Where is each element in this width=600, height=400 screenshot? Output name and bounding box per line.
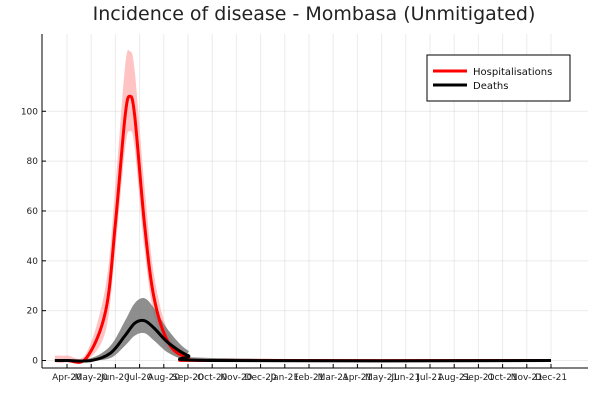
x-tick-label: Oct-21 xyxy=(487,373,517,383)
x-tick-label: Jan-21 xyxy=(270,373,300,383)
x-tick-label: Sep-21 xyxy=(463,373,495,383)
band-deaths xyxy=(54,298,552,362)
x-tick-label: Jun-20 xyxy=(100,373,130,383)
line-deaths xyxy=(54,318,552,363)
y-tick-label: 80 xyxy=(27,157,39,167)
x-tick-label: Dec-21 xyxy=(535,373,567,383)
confidence-bands xyxy=(54,49,552,363)
x-tick-labels: Apr-20May-20Jun-20Jul-20Aug-20Sep-20Oct-… xyxy=(52,373,567,383)
legend-label: Deaths xyxy=(473,81,508,92)
x-tick-label: Mar-21 xyxy=(318,373,349,383)
chart-title: Incidence of disease - Mombasa (Unmitiga… xyxy=(93,3,536,25)
y-tick-label: 60 xyxy=(27,207,39,217)
x-tick-label: Nov-21 xyxy=(511,373,543,383)
x-tick-label: May-21 xyxy=(365,373,398,383)
y-tick-label: 0 xyxy=(32,357,38,367)
axes xyxy=(41,34,588,369)
series-lines xyxy=(54,94,552,364)
x-tick-label: Aug-20 xyxy=(148,373,181,383)
legend: Hospitalisations Deaths xyxy=(426,54,571,102)
y-tick-label: 20 xyxy=(27,307,39,317)
x-tick-label: Oct-20 xyxy=(197,373,228,383)
x-tick-label: Jun-21 xyxy=(390,373,420,383)
x-tick-label: Aug-21 xyxy=(438,373,470,383)
x-tick-label: Jul-21 xyxy=(416,373,443,383)
x-tick-label: Apr-20 xyxy=(52,373,82,383)
band-hospitalisations xyxy=(54,49,552,363)
y-tick-label: 100 xyxy=(21,107,38,117)
x-tick-label: Nov-20 xyxy=(220,373,252,383)
y-tick-label: 40 xyxy=(27,257,39,267)
legend-box xyxy=(426,54,571,102)
x-tick-label: Dec-20 xyxy=(245,373,277,383)
x-tick-label: Jul-20 xyxy=(126,373,153,383)
x-tick-label: Apr-21 xyxy=(343,373,373,383)
legend-label: Hospitalisations xyxy=(473,67,552,78)
x-tick-label: May-20 xyxy=(75,373,108,383)
x-tick-label: Feb-21 xyxy=(294,373,325,383)
y-tick-labels: 0 20 40 60 80 100 xyxy=(21,107,38,366)
x-tick-label: Sep-20 xyxy=(172,373,204,383)
